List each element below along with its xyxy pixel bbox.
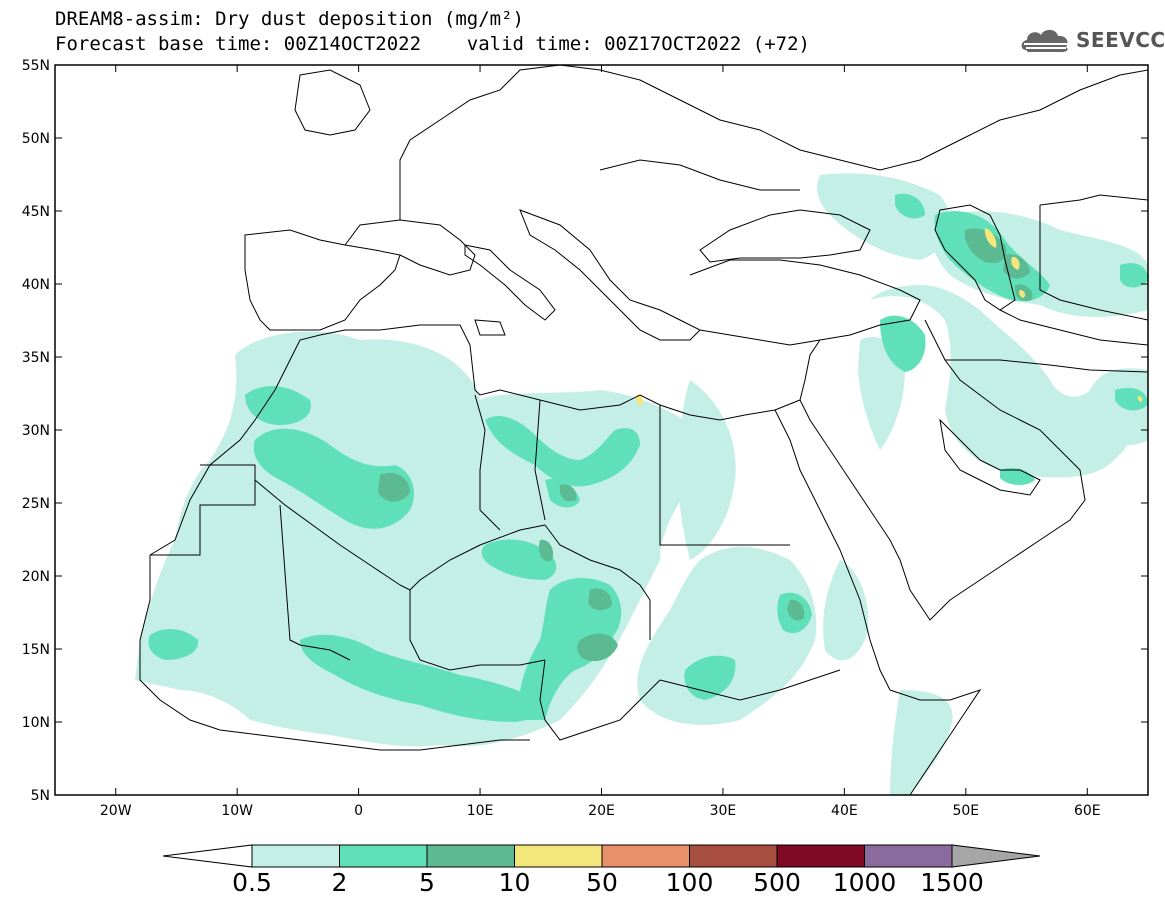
colorbar-label: 50 bbox=[586, 868, 618, 897]
colorbar-label: 2 bbox=[332, 868, 348, 897]
lat-tick-label: 30N bbox=[22, 423, 50, 439]
colorbar-swatch bbox=[251, 844, 340, 868]
colorbar-label: 10 bbox=[499, 868, 531, 897]
lon-tick-label: 60E bbox=[1074, 803, 1101, 819]
lon-tick-label: 20E bbox=[588, 803, 615, 819]
lon-tick-label: 10E bbox=[467, 803, 494, 819]
lat-tick-label: 10N bbox=[22, 715, 50, 731]
colorbar-swatch bbox=[689, 844, 778, 868]
lat-tick-label: 35N bbox=[22, 350, 50, 366]
lon-tick-label: 20W bbox=[100, 803, 132, 819]
lat-tick-label: 45N bbox=[22, 204, 50, 220]
colorbar-swatch bbox=[514, 844, 603, 868]
colorbar-label: 1500 bbox=[920, 868, 984, 897]
lat-tick-label: 50N bbox=[22, 131, 50, 147]
lon-tick-label: 40E bbox=[831, 803, 858, 819]
colorbar-swatch bbox=[426, 844, 515, 868]
colorbar-swatch bbox=[601, 844, 690, 868]
lon-tick-label: 50E bbox=[952, 803, 979, 819]
colorbar-label: 500 bbox=[753, 868, 801, 897]
logo-text: SEEVCCC bbox=[1076, 28, 1165, 52]
forecast-time-subtitle: Forecast base time: 00Z14OCT2022 valid t… bbox=[55, 33, 810, 55]
lat-tick-label: 20N bbox=[22, 569, 50, 585]
latitude-axis: 5N 10N 15N 20N 25N 30N 35N 40N 45N 50N 55N bbox=[22, 58, 1148, 804]
colorbar-swatch bbox=[776, 844, 865, 868]
lat-tick-label: 25N bbox=[22, 496, 50, 512]
map-title: DREAM8-assim: Dry dust deposition (mg/m²… bbox=[55, 8, 524, 30]
colorbar: 0.5 2 5 10 50 100 500 1000 1500 bbox=[162, 844, 1041, 897]
colorbar-label: 0.5 bbox=[232, 868, 272, 897]
lon-tick-label: 0 bbox=[354, 803, 363, 819]
colorbar-swatch bbox=[864, 844, 953, 868]
seevccc-logo: SEEVCCC bbox=[1018, 24, 1165, 56]
lat-tick-label: 15N bbox=[22, 642, 50, 658]
longitude-axis: 20W 10W 0 10E 20E 30E 40E 50E 60E bbox=[100, 65, 1101, 819]
colorbar-label: 1000 bbox=[833, 868, 897, 897]
colorbar-under-triangle bbox=[162, 844, 253, 868]
dust-field bbox=[135, 65, 1148, 795]
colorbar-swatch bbox=[339, 844, 428, 868]
lon-tick-label: 30E bbox=[710, 803, 737, 819]
cloud-icon bbox=[1021, 29, 1068, 52]
colorbar-over-triangle bbox=[951, 844, 1041, 868]
lat-tick-label: 55N bbox=[22, 58, 50, 74]
lat-tick-label: 5N bbox=[31, 788, 50, 804]
colorbar-label: 100 bbox=[666, 868, 714, 897]
lon-tick-label: 10W bbox=[221, 803, 253, 819]
colorbar-label: 5 bbox=[419, 868, 435, 897]
lat-tick-label: 40N bbox=[22, 277, 50, 293]
